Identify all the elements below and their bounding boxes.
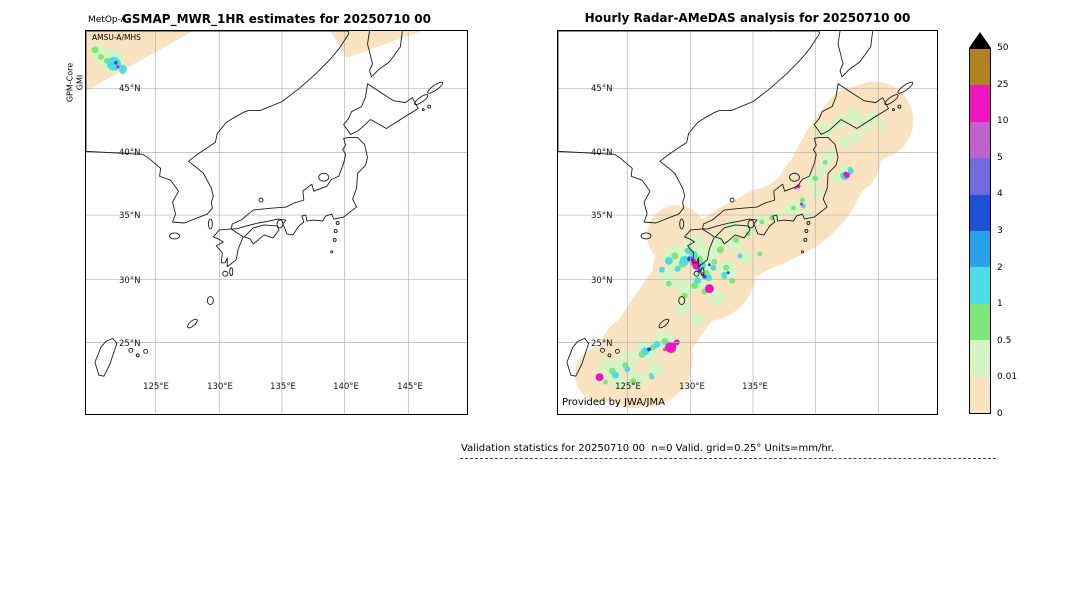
- colorbar-bar: [969, 48, 991, 414]
- satellite-label: MetOp-A: [88, 15, 127, 25]
- colorbar-tick-label: 4: [997, 189, 1003, 200]
- lon-tick-label: 125°E: [615, 382, 641, 392]
- left-panel-title: GSMAP_MWR_1HR estimates for 20250710 00: [122, 12, 431, 26]
- colorbar-tick-label: 0.01: [997, 372, 1018, 383]
- colorbar-segment: [970, 85, 990, 122]
- lat-tick-label: 35°N: [591, 211, 613, 221]
- lon-tick-label: 135°E: [742, 382, 768, 392]
- lon-tick-label: 130°E: [207, 382, 233, 392]
- grid-layer: [86, 31, 467, 414]
- lat-tick-label: 30°N: [591, 276, 613, 286]
- lon-tick-label: 125°E: [143, 382, 169, 392]
- rain-strong-layer: [114, 61, 118, 65]
- colorbar-tick-label: 0: [997, 409, 1003, 419]
- colorbar-segment: [970, 158, 990, 195]
- lon-tick-label: 135°E: [270, 382, 296, 392]
- right-panel-title: Hourly Radar-AMeDAS analysis for 2025071…: [584, 11, 911, 25]
- colorbar-tick-label: 50: [997, 43, 1009, 53]
- map-svg-left: [86, 31, 467, 414]
- footer-dashed-line: [460, 458, 996, 459]
- coastline-layer: [86, 31, 445, 377]
- lat-tick-label: 25°N: [591, 339, 613, 349]
- credit-label: Provided by JWA/JMA: [562, 397, 665, 408]
- footer-stats-text: Validation statistics for 20250710 00 n=…: [461, 443, 835, 454]
- colorbar-segment: [970, 49, 990, 86]
- colorbar-overflow-triangle-icon: [969, 32, 991, 48]
- radar-amedas-map-panel: 45°N 40°N 35°N 30°N 25°N 125°E 130°E 135…: [557, 30, 938, 415]
- colorbar-segment: [970, 194, 990, 232]
- side-sensor-label: GPM-Core GMI: [66, 38, 85, 128]
- side-sensor-label-line1: GPM-Core: [65, 62, 75, 103]
- swath-layer: [86, 31, 423, 91]
- colorbar-segment: [970, 121, 990, 159]
- lat-tick-label: 25°N: [119, 339, 141, 349]
- colorbar-segment: [970, 303, 990, 341]
- lon-tick-label: 145°E: [397, 382, 423, 392]
- lat-tick-label: 45°N: [119, 84, 141, 94]
- sensor-tag: AMSU-A/MHS: [92, 33, 141, 42]
- colorbar-tick-label: 5: [997, 152, 1003, 163]
- lat-tick-label: 40°N: [119, 148, 141, 158]
- colorbar-segment: [970, 267, 990, 304]
- lat-tick-label: 40°N: [591, 148, 613, 158]
- colorbar-segment: [970, 340, 990, 377]
- colorbar-tick-label: 25: [997, 79, 1009, 90]
- lon-tick-label: 140°E: [333, 382, 359, 392]
- map-svg-right: [558, 31, 937, 414]
- colorbar-tick-label: 1: [997, 299, 1003, 310]
- colorbar-segment: [970, 231, 990, 268]
- lon-tick-label: 130°E: [679, 382, 705, 392]
- lat-tick-label: 35°N: [119, 211, 141, 221]
- colorbar-tick-label: 2: [997, 262, 1003, 273]
- colorbar-segment: [970, 376, 990, 414]
- lat-tick-label: 45°N: [591, 84, 613, 94]
- side-sensor-label-line2: GMI: [75, 74, 84, 91]
- colorbar-tick-label: 10: [997, 116, 1009, 127]
- lat-tick-label: 30°N: [119, 276, 141, 286]
- gsmap-estimates-map-panel: AMSU-A/MHS 45°N 40°N 35°N 30°N 25°N 125°…: [85, 30, 468, 415]
- rain-heavy-layer: [116, 65, 120, 69]
- colorbar-tick-label: 3: [997, 226, 1003, 236]
- colorbar-tick-label: 0.5: [997, 335, 1012, 346]
- colorbar-labels: 50 25 10 5 4 3 2 1 0.5 0.01 0: [997, 43, 1037, 419]
